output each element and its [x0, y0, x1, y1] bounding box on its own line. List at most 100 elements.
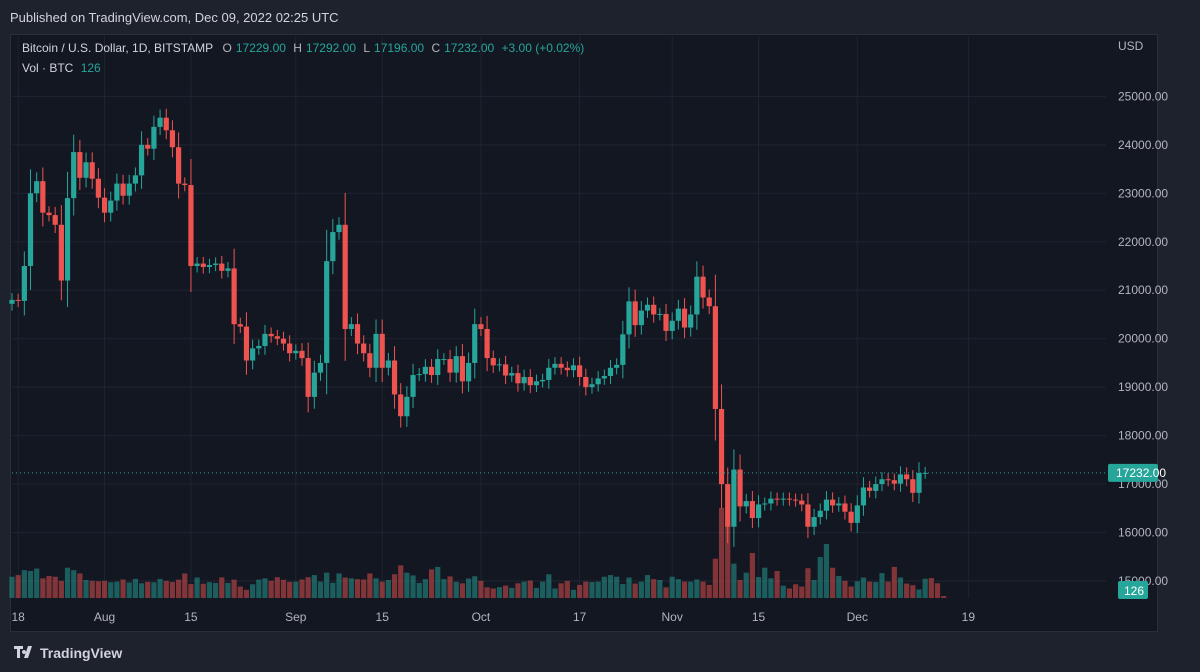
- volume-bar: [768, 578, 774, 598]
- volume-bar: [774, 571, 780, 598]
- candle-body: [237, 324, 243, 327]
- candle-body: [496, 364, 503, 366]
- volume-bar: [58, 580, 64, 598]
- candle-body: [681, 308, 688, 328]
- candle-body: [743, 501, 749, 507]
- volume-bar: [749, 553, 755, 598]
- candle-body: [527, 376, 533, 386]
- candle-body: [854, 505, 860, 523]
- candle-body: [762, 503, 768, 505]
- candle-body: [632, 301, 638, 326]
- candle-body: [354, 324, 361, 344]
- candle-body: [570, 365, 577, 371]
- y-tick-label: 20000.00: [1118, 332, 1168, 346]
- volume-bar: [503, 585, 509, 598]
- x-tick-label: Nov: [662, 610, 683, 624]
- volume-bar: [64, 567, 71, 598]
- volume-bar: [175, 579, 182, 598]
- candle-body: [83, 162, 89, 178]
- candle-body: [385, 360, 391, 368]
- volume-bar: [157, 578, 163, 598]
- candle-body: [774, 498, 780, 500]
- volume-bar: [21, 570, 27, 598]
- candle-body: [669, 320, 675, 331]
- volume-bar: [324, 572, 330, 598]
- candle-body: [243, 326, 250, 361]
- x-tick-label: Dec: [847, 610, 868, 624]
- tradingview-logo[interactable]: TradingView: [14, 645, 122, 661]
- volume-bar: [416, 582, 422, 598]
- candle-body: [792, 499, 799, 501]
- y-tick-label: 22000.00: [1118, 235, 1168, 249]
- volume-bar: [447, 576, 453, 598]
- x-tick-label: 15: [184, 610, 198, 624]
- volume-bar: [484, 587, 490, 598]
- volume-bar: [52, 576, 58, 598]
- candle-body: [459, 356, 466, 382]
- candle-body: [250, 348, 256, 361]
- volume-bar: [225, 582, 231, 598]
- volume-bar: [293, 581, 299, 598]
- candle-body: [799, 500, 805, 505]
- candle-body: [410, 375, 416, 397]
- volume-bar: [250, 584, 256, 598]
- chart-legend: Bitcoin / U.S. Dollar, 1D, BITSTAMP O 172…: [22, 41, 588, 81]
- volume-bar: [885, 581, 891, 598]
- volume-bar: [675, 579, 681, 598]
- candle-body: [552, 363, 558, 368]
- candle-body: [126, 183, 132, 196]
- candle-body: [293, 350, 299, 354]
- candle-body: [330, 232, 336, 262]
- volume-bar: [126, 582, 132, 598]
- open-label: O: [222, 41, 232, 55]
- candle-body: [786, 498, 793, 500]
- candle-body: [533, 381, 540, 386]
- volume-bar: [601, 576, 607, 598]
- volume-bar: [928, 578, 934, 598]
- volume-bar: [854, 581, 860, 598]
- y-tick-label: 25000.00: [1118, 89, 1168, 103]
- candle-body: [188, 185, 194, 266]
- volume-bar: [527, 580, 533, 598]
- volume-bar: [194, 577, 200, 598]
- volume-bar: [848, 586, 854, 598]
- candle-body: [780, 498, 786, 500]
- candle-body: [484, 329, 490, 359]
- volume-bar: [515, 583, 521, 598]
- volume-bar: [40, 578, 46, 598]
- candle-body: [27, 193, 34, 266]
- candle-body: [194, 263, 200, 266]
- volume-bar: [219, 577, 225, 598]
- candle-body: [638, 310, 644, 326]
- candle-body: [101, 197, 108, 213]
- candle-body: [694, 276, 700, 315]
- candle-body: [52, 215, 58, 225]
- candle-body: [398, 394, 404, 417]
- volume-bar: [681, 581, 688, 598]
- candle-body: [540, 379, 546, 382]
- candle-body: [416, 374, 422, 376]
- candle-body: [509, 373, 515, 376]
- volume-bar: [558, 583, 564, 598]
- candle-body: [317, 362, 324, 373]
- candle-body: [145, 144, 151, 149]
- x-tick-label: 15: [376, 610, 390, 624]
- last-price-badge: [1108, 463, 1158, 482]
- x-tick-label: 19: [962, 610, 976, 624]
- candle-body: [749, 501, 755, 519]
- volume-bar: [589, 581, 595, 598]
- volume-bar: [348, 578, 354, 598]
- candle-body: [231, 268, 237, 325]
- volume-bar: [138, 583, 145, 598]
- candle-body: [700, 276, 706, 298]
- candle-body: [817, 510, 823, 518]
- candle-body: [114, 183, 120, 201]
- volume-bar: [428, 569, 435, 598]
- last-volume-badge: [1118, 581, 1148, 599]
- y-tick-label: 24000.00: [1118, 138, 1168, 152]
- volume-bar: [83, 580, 89, 598]
- volume-bar: [336, 573, 342, 598]
- ohlc-row: Bitcoin / U.S. Dollar, 1D, BITSTAMP O 172…: [22, 41, 588, 61]
- candle-body: [71, 152, 77, 199]
